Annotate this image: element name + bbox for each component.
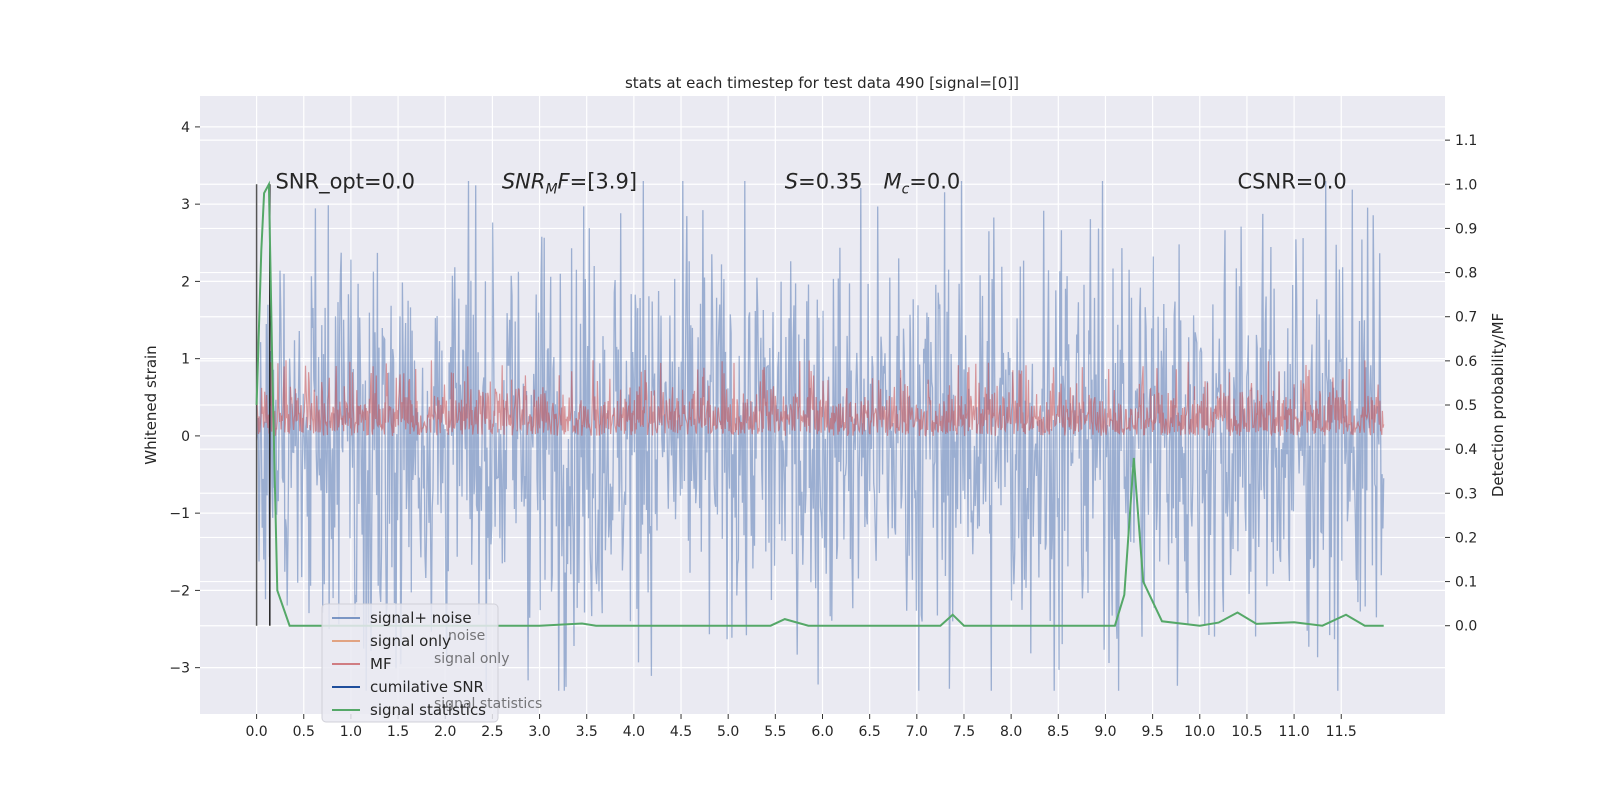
annotation-s-value: =0.35 [798, 170, 883, 194]
y-right-tick-label: 0.9 [1455, 221, 1477, 237]
annotation-s-symbol: S [785, 170, 798, 194]
chart-title: stats at each timestep for test data 490… [625, 74, 1019, 92]
x-tick-label: 3.0 [528, 724, 550, 740]
x-tick-label: 0.5 [293, 724, 315, 740]
y-left-tick-label: −3 [169, 661, 190, 677]
y-right-tick-label: 0.5 [1455, 398, 1477, 414]
x-tick-label: 11.0 [1279, 724, 1310, 740]
x-tick-label: 4.5 [670, 724, 692, 740]
y-left-tick-label: 3 [181, 197, 190, 213]
x-tick-label: 7.0 [906, 724, 928, 740]
y-left-tick-label: 2 [181, 274, 190, 290]
annotation-snr-mf-f: F [558, 170, 571, 194]
annotation-s-mc: S=0.35 Mc=0.0 [785, 170, 961, 198]
signal-noise-line [255, 180, 1385, 691]
y-left-tick-label: 4 [181, 120, 190, 136]
x-tick-label: 1.0 [340, 724, 362, 740]
x-tick-label: 0.0 [245, 724, 267, 740]
legend-label: MF [370, 655, 392, 673]
legend-ghost-text: signal only [434, 651, 509, 667]
x-tick-label: 9.5 [1141, 724, 1163, 740]
annotation-mc-value: =0.0 [909, 170, 960, 194]
annotation-snr-mf-sub: M [545, 182, 557, 198]
y-left-tick-label: 1 [181, 352, 190, 368]
x-tick-label: 8.0 [1000, 724, 1022, 740]
y-right-tick-label: 0.7 [1455, 310, 1477, 326]
annotation-snr-mf: SNRMF=[3.9] [502, 170, 637, 198]
annotation-mc-sub: c [902, 182, 910, 198]
right-axis-label: Detection probability/MF [1489, 313, 1507, 497]
y-left-tick-label: −1 [169, 506, 190, 522]
y-right-tick-label: 0.6 [1455, 354, 1477, 370]
x-tick-label: 7.5 [953, 724, 975, 740]
annotation-csnr: CSNR=0.0 [1238, 170, 1347, 194]
x-tick-label: 11.5 [1326, 724, 1357, 740]
x-tick-label: 2.5 [481, 724, 503, 740]
x-tick-label: 9.0 [1094, 724, 1116, 740]
y-right-tick-label: 0.0 [1455, 619, 1477, 635]
y-left-tick-label: 0 [181, 429, 190, 445]
y-right-tick-label: 0.3 [1455, 486, 1477, 502]
y-left-tick-label: −2 [169, 583, 190, 599]
x-tick-label: 6.0 [811, 724, 833, 740]
legend-ghost-text: signal statistics [434, 696, 542, 712]
left-axis-label: Whitened strain [142, 345, 160, 464]
signal-noise-series [255, 180, 1385, 691]
mf-series [256, 360, 1385, 437]
legend-label: signal only [370, 632, 451, 650]
signal-statistics-series [255, 180, 1384, 627]
y-right-tick-label: 0.1 [1455, 575, 1477, 591]
x-tick-label: 10.0 [1184, 724, 1215, 740]
annotation-snr-mf-value: =[3.9] [570, 170, 637, 194]
y-right-tick-label: 1.0 [1455, 177, 1477, 193]
x-tick-label: 6.5 [859, 724, 881, 740]
x-tick-label: 5.5 [764, 724, 786, 740]
annotation-snr-opt: SNR_opt=0.0 [275, 170, 415, 195]
x-tick-label: 4.0 [623, 724, 645, 740]
x-tick-label: 2.0 [434, 724, 456, 740]
x-tick-label: 5.0 [717, 724, 739, 740]
mf-line [256, 360, 1385, 437]
legend-label: cumilative SNR [370, 678, 484, 696]
y-right-tick-label: 0.8 [1455, 266, 1477, 282]
x-tick-label: 3.5 [576, 724, 598, 740]
annotation-mc-symbol: M [883, 170, 901, 194]
annotation-snr-mf-italic: SNR [502, 170, 546, 194]
signal-statistics-line [255, 180, 1384, 627]
x-tick-label: 1.5 [387, 724, 409, 740]
axes: 0.0 0.5 1.0 1.5 2.0 2.5 3.0 3.5 4.0 4.5 5.0 5.5 6.0 6… [169, 120, 1477, 740]
y-right-tick-label: 1.1 [1455, 133, 1477, 149]
legend-ghost-text: noise [448, 628, 485, 644]
x-tick-label: 10.5 [1231, 724, 1262, 740]
legend-label: signal+ noise [370, 609, 472, 627]
legend-label: signal statistics [370, 701, 486, 719]
x-tick-label: 8.5 [1047, 724, 1069, 740]
annotations: SNR_opt=0.0 SNRMF=[3.9] S=0.35 Mc=0.0 CSNR=… [275, 170, 1346, 198]
y-right-tick-label: 0.4 [1455, 442, 1477, 458]
y-right-tick-label: 0.2 [1455, 530, 1477, 546]
legend-box [321, 603, 499, 723]
